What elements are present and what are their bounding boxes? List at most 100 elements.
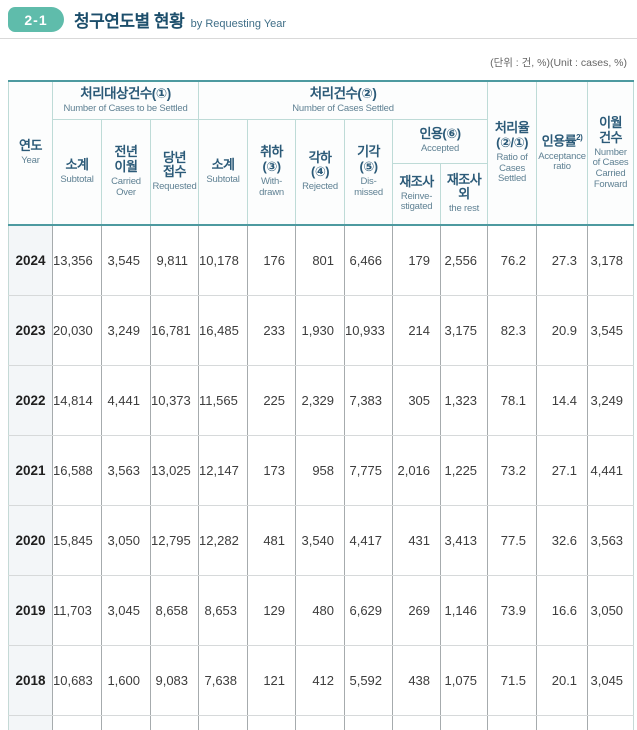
data-cell: 27.1: [536, 435, 588, 506]
data-cell: 77.5: [487, 505, 537, 576]
data-cell: 4,417: [344, 505, 393, 576]
section-number-badge: 2-1: [8, 7, 64, 32]
col-group-accepted: 인용(⑥) Accepted: [392, 118, 489, 164]
data-cell: 10,933: [344, 295, 393, 366]
data-cell: 11,703: [52, 575, 102, 646]
data-cell: 4,441: [101, 365, 151, 436]
data-cell: 225: [247, 365, 296, 436]
data-cell: 15,845: [52, 505, 102, 576]
data-cell: 16,781: [149, 295, 199, 366]
data-cell: 121: [247, 645, 296, 716]
data-cell: 3,563: [587, 505, 634, 576]
col-group-cases-settled: 처리건수(②) Number of Cases Settled: [198, 80, 489, 120]
col-header-carried-forward: 이월 건수 Number of Cases Carried Forward: [587, 80, 635, 226]
data-cell: 1,146: [440, 575, 488, 646]
table-body: 2024 13,356 3,545 9,811 10,178 176 801 6…: [8, 225, 634, 730]
footnote-marker: 2): [576, 133, 583, 143]
data-cell: 179: [392, 225, 441, 296]
data-cell: 16.6: [536, 575, 588, 646]
table-row: 2024 13,356 3,545 9,811 10,178 176 801 6…: [8, 225, 634, 296]
data-cell: 3,545: [101, 225, 151, 296]
year-cell: 2023: [8, 295, 53, 366]
unit-note: (단위 : 건, %)(Unit : cases, %): [490, 57, 627, 69]
page-title-english: by Requesting Year: [190, 18, 287, 30]
data-cell: 3,050: [587, 575, 634, 646]
data-cell: 7,383: [344, 365, 393, 436]
col-header-dismissed: 기각 (⑤) Dis- missed: [344, 118, 394, 226]
data-cell: 176: [247, 225, 296, 296]
data-cell: 12,795: [149, 505, 199, 576]
data-cell: 16,588: [52, 435, 102, 506]
data-cell: 305: [392, 365, 441, 436]
data-cell: 3,545: [587, 295, 634, 366]
data-cell: 3,178: [587, 225, 634, 296]
data-cell: 9,811: [149, 225, 199, 296]
col-header-rejected: 각하 (④) Rejected: [295, 118, 346, 226]
col-header-ratio-settled: 처리율 (②/①) Ratio of Cases Settled: [487, 80, 538, 226]
data-cell: 431: [392, 505, 441, 576]
data-cell: 1,075: [440, 645, 488, 716]
data-cell: 13,025: [149, 435, 199, 506]
col-header-acceptance-ratio: 인용률2) Acceptance ratio: [536, 80, 589, 226]
data-cell: 3,540: [295, 505, 345, 576]
data-cell: 6,466: [344, 225, 393, 296]
data-cell: 14.4: [536, 365, 588, 436]
table-row: 2023 20,030 3,249 16,781 16,485 233 1,93…: [8, 295, 634, 366]
data-cell: 958: [295, 435, 345, 506]
data-cell: 20.9: [536, 295, 588, 366]
data-cell: 73.9: [487, 575, 537, 646]
table-row: 2022 14,814 4,441 10,373 11,565 225 2,32…: [8, 365, 634, 436]
col-header-the-rest: 재조사 외 the rest: [440, 162, 489, 226]
table-row: 2018 10,683 1,600 9,083 7,638 121 412 5,…: [8, 645, 634, 716]
data-cell: 9,083: [149, 645, 199, 716]
data-cell: 3,175: [440, 295, 488, 366]
requesting-year-table: 연도 Year 처리대상건수(①) Number of Cases to be …: [8, 80, 635, 730]
table-header: 연도 Year 처리대상건수(①) Number of Cases to be …: [8, 80, 635, 226]
col-header-carried-over: 전년 이월 Carried Over: [101, 118, 151, 226]
data-cell: 10,373: [149, 365, 199, 436]
data-cell: 73.2: [487, 435, 537, 506]
data-cell: 1,930: [295, 295, 345, 366]
data-cell: 10,683: [52, 645, 102, 716]
data-cell: 13,356: [52, 225, 102, 296]
year-cell: 2021: [8, 435, 53, 506]
data-cell: 3,050: [101, 505, 151, 576]
data-cell: 78.1: [487, 365, 537, 436]
section-heading: 2-1 청구연도별 현황 by Requesting Year: [0, 0, 637, 38]
data-cell: 412: [295, 645, 345, 716]
table-row: 2020 15,845 3,050 12,795 12,282 481 3,54…: [8, 505, 634, 576]
data-cell: 11,565: [198, 365, 248, 436]
data-cell: 1,323: [440, 365, 488, 436]
data-cell: 71.5: [487, 645, 537, 716]
year-cell: 2020: [8, 505, 53, 576]
data-cell: 5,592: [344, 645, 393, 716]
data-cell: 32.6: [536, 505, 588, 576]
data-cell: 438: [392, 645, 441, 716]
data-cell: 3,413: [440, 505, 488, 576]
data-cell: 1,225: [440, 435, 488, 506]
clipped-row: [8, 715, 634, 730]
data-cell: 214: [392, 295, 441, 366]
data-cell: 7,775: [344, 435, 393, 506]
data-cell: 129: [247, 575, 296, 646]
data-cell: 269: [392, 575, 441, 646]
data-cell: 3,045: [587, 645, 634, 716]
data-cell: 801: [295, 225, 345, 296]
data-cell: 8,653: [198, 575, 248, 646]
col-group-cases-to-be-settled: 처리대상건수(①) Number of Cases to be Settled: [51, 80, 200, 120]
data-cell: 27.3: [536, 225, 588, 296]
data-cell: 3,563: [101, 435, 151, 506]
data-cell: 12,282: [198, 505, 248, 576]
heading-divider: [0, 38, 637, 39]
data-cell: 233: [247, 295, 296, 366]
data-cell: 480: [295, 575, 345, 646]
col-header-subtotal-1: 소계 Subtotal: [52, 118, 102, 226]
data-cell: 1,600: [101, 645, 151, 716]
data-cell: 20,030: [52, 295, 102, 366]
page-title: 청구연도별 현황: [74, 12, 185, 31]
data-cell: 10,178: [198, 225, 248, 296]
data-cell: 76.2: [487, 225, 537, 296]
year-cell: 2022: [8, 365, 53, 436]
data-cell: 82.3: [487, 295, 537, 366]
